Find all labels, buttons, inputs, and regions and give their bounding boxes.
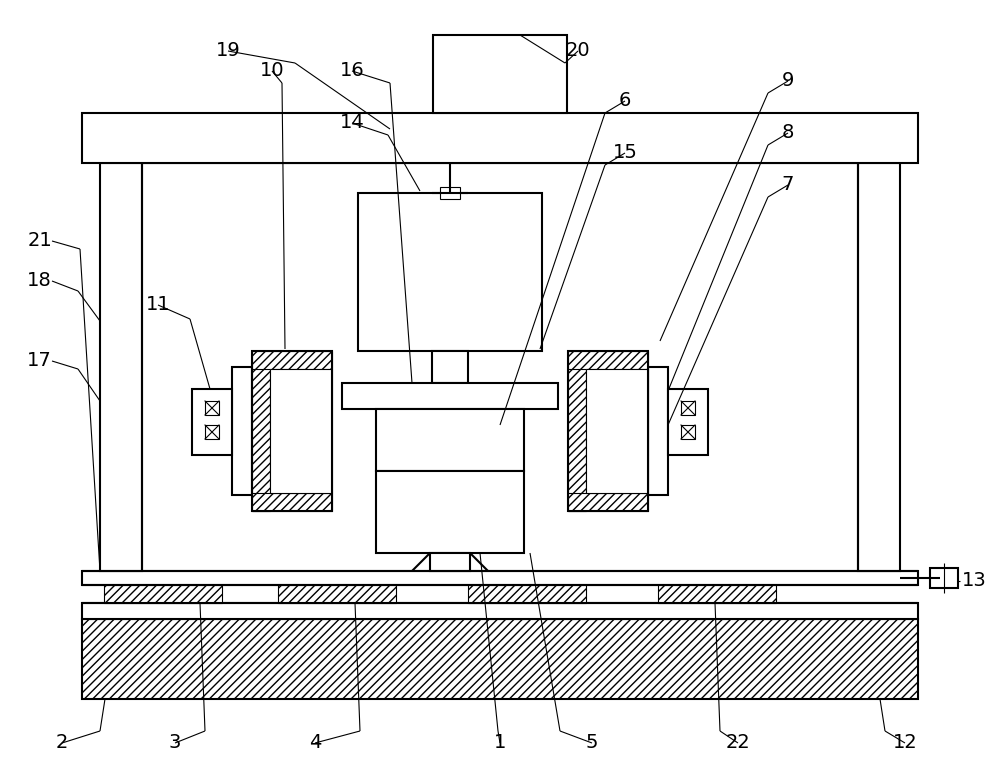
Text: 14: 14 [340, 113, 364, 133]
Bar [82, 603, 918, 619]
Bar [440, 187, 460, 199]
Bar [568, 351, 648, 511]
Text: 6: 6 [619, 91, 631, 110]
Text: 21: 21 [27, 231, 52, 251]
Text: 9: 9 [782, 72, 794, 91]
Bar [252, 351, 270, 511]
Bar [586, 369, 648, 493]
Bar [270, 369, 332, 493]
Bar [342, 383, 558, 409]
Bar [568, 351, 648, 369]
Bar [82, 619, 918, 699]
Bar [376, 409, 524, 471]
Text: 5: 5 [586, 733, 598, 753]
Text: 22: 22 [726, 733, 750, 753]
Bar [568, 493, 648, 511]
Text: 16: 16 [340, 62, 364, 80]
Bar [681, 425, 695, 439]
Bar [192, 389, 232, 455]
Bar [648, 367, 668, 495]
Text: 3: 3 [169, 733, 181, 753]
Bar [252, 351, 332, 511]
Text: 12: 12 [893, 733, 917, 753]
Text: 2: 2 [56, 733, 68, 753]
Text: 7: 7 [782, 176, 794, 194]
Bar [278, 585, 396, 603]
Bar [82, 571, 918, 585]
Text: 8: 8 [782, 123, 794, 142]
Text: 20: 20 [566, 41, 590, 60]
Text: 17: 17 [27, 351, 52, 370]
Bar [681, 401, 695, 415]
Bar [376, 471, 524, 553]
Text: 15: 15 [613, 144, 637, 162]
Bar [858, 163, 900, 571]
Text: 4: 4 [309, 733, 321, 753]
Bar [433, 35, 567, 113]
Text: 13: 13 [962, 572, 987, 590]
Bar [104, 585, 222, 603]
Bar [358, 193, 542, 351]
Bar [82, 113, 918, 163]
Bar [586, 369, 648, 493]
Bar [252, 493, 332, 511]
Bar [930, 568, 958, 588]
Text: 19: 19 [216, 41, 240, 60]
Bar [430, 553, 470, 571]
Bar [205, 401, 219, 415]
Bar [252, 351, 332, 369]
Text: 11: 11 [146, 295, 170, 315]
Bar [468, 585, 586, 603]
Text: 10: 10 [260, 62, 284, 80]
Bar [270, 369, 332, 493]
Bar [232, 367, 252, 495]
Bar [568, 351, 586, 511]
Text: 1: 1 [494, 733, 506, 753]
Bar [100, 163, 142, 571]
Text: 18: 18 [27, 272, 52, 291]
Bar [668, 389, 708, 455]
Bar [205, 425, 219, 439]
Bar [658, 585, 776, 603]
Bar [432, 351, 468, 383]
